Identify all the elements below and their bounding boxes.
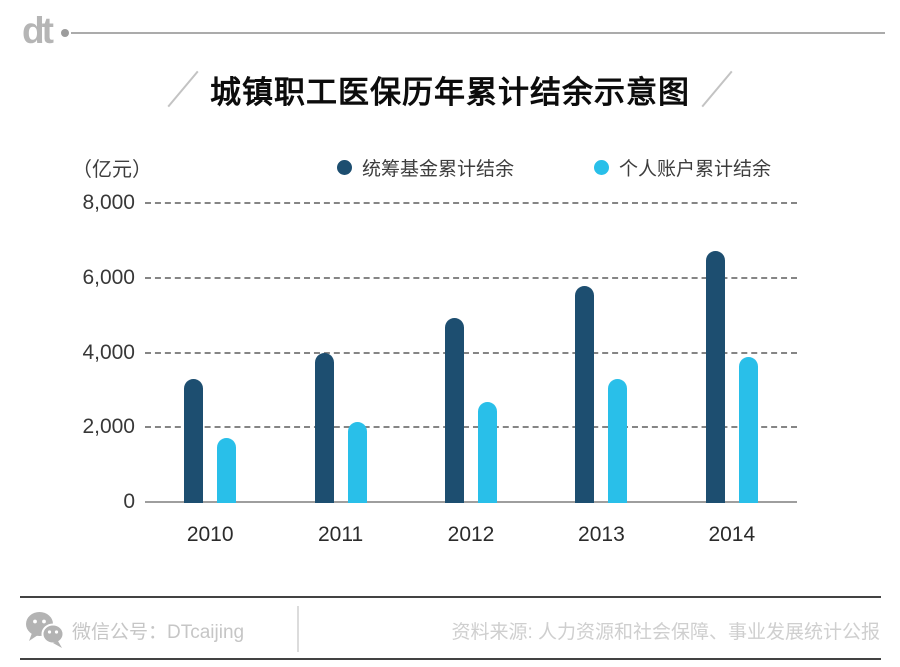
bar-2011-series2 bbox=[347, 422, 367, 503]
page-title: 城镇职工医保历年累计结余示意图 bbox=[210, 74, 690, 110]
bar-2013-series1 bbox=[575, 286, 595, 503]
gridline-4000 bbox=[145, 351, 797, 354]
x-tick-label-2010: 2010 bbox=[186, 523, 234, 546]
bar-2010-series2 bbox=[217, 438, 237, 503]
dt-logo: dt bbox=[22, 10, 54, 51]
y-tick-label-8000: 8,000 bbox=[82, 191, 135, 214]
x-tick-label-2014: 2014 bbox=[708, 523, 756, 546]
footer-top-rule bbox=[20, 596, 881, 598]
header-rule bbox=[71, 32, 885, 34]
y-tick-label-4000: 4,000 bbox=[82, 340, 135, 364]
bar-2014-series1 bbox=[705, 251, 725, 503]
bar-2011-series1 bbox=[314, 352, 334, 503]
title-right-slash-icon bbox=[701, 70, 733, 108]
legend-dot-pooled-fund-icon bbox=[337, 160, 352, 175]
bar-chart-plot-area: 0 2,000 4,000 6,000 8,000 2010 2011 2012 2013 201… bbox=[82, 191, 797, 546]
x-tick-label-2011: 2011 bbox=[318, 523, 364, 546]
bar-2010-series1 bbox=[184, 379, 204, 503]
wechat-icon bbox=[24, 610, 66, 655]
x-tick-label-2013: 2013 bbox=[578, 523, 625, 546]
header-line-dot bbox=[61, 29, 69, 37]
legend-label-pooled-fund: 统筹基金累计结余 bbox=[362, 159, 515, 180]
legend-item-pooled-fund: 统筹基金累计结余 bbox=[337, 154, 514, 181]
data-source-label: 资料来源: 人力资源和社会保障、事业发展统计公报 bbox=[451, 622, 880, 643]
title-left-slash-icon bbox=[167, 70, 199, 108]
legend-dot-personal-account-icon bbox=[594, 160, 609, 175]
footer-bottom-rule bbox=[20, 658, 881, 660]
gridline-8000 bbox=[145, 202, 797, 204]
legend-label-personal-account: 个人账户累计结余 bbox=[619, 159, 772, 180]
gridline-2000 bbox=[145, 426, 797, 429]
y-tick-label-2000: 2,000 bbox=[82, 415, 135, 439]
footer-divider bbox=[297, 606, 299, 652]
y-tick-label-0: 0 bbox=[123, 490, 135, 513]
y-tick-label-6000: 6,000 bbox=[82, 265, 135, 289]
bar-2012-series1 bbox=[445, 318, 464, 503]
bar-2013-series2 bbox=[608, 378, 628, 503]
bar-2012-series2 bbox=[478, 402, 497, 503]
gridline-0 bbox=[145, 501, 797, 503]
gridline-6000 bbox=[145, 276, 797, 279]
title-row: 城镇职工医保历年累计结余示意图 bbox=[0, 66, 900, 112]
bar-2014-series2 bbox=[738, 356, 758, 503]
y-axis-unit-label: （亿元） bbox=[72, 159, 152, 181]
x-tick-label-2012: 2012 bbox=[447, 523, 495, 546]
legend-item-personal-account: 个人账户累计结余 bbox=[594, 154, 771, 181]
wechat-account-label: 微信公号：DTcaijing bbox=[72, 622, 245, 643]
